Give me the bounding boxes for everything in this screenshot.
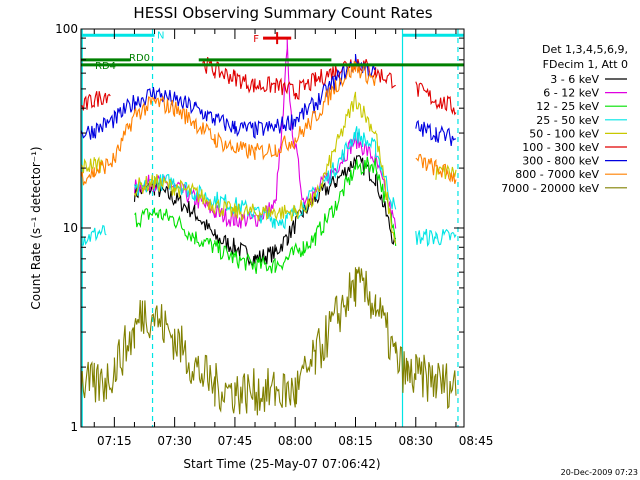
legend-header-line-2: FDecim 1, Att 0 <box>543 58 628 71</box>
legend-label-8: 800 - 7000 keV <box>515 168 599 181</box>
chart-title: HESSI Observing Summary Count Rates <box>133 4 432 22</box>
legend-label-3: 12 - 25 keV <box>536 100 599 113</box>
plot-area <box>81 29 464 427</box>
x-tick-label-0815: 08:15 <box>338 434 373 448</box>
y-tick-label-10: 10 <box>63 221 78 235</box>
flag-label-f: F <box>253 34 259 45</box>
x-tick-label-0745: 07:45 <box>218 434 253 448</box>
series-line-9 <box>81 266 457 416</box>
y-tick-label-1: 1 <box>70 420 78 434</box>
series-line-4 <box>81 126 457 247</box>
y-axis-label: Count Rate (s⁻¹ detector⁻¹) <box>29 146 43 309</box>
legend-label-6: 100 - 300 keV <box>522 141 599 154</box>
series-line-5 <box>81 91 457 244</box>
legend-label-1: 3 - 6 keV <box>550 73 599 86</box>
series-line-7 <box>81 53 457 146</box>
series-line-8 <box>81 61 457 186</box>
legend-label-2: 6 - 12 keV <box>543 87 599 100</box>
y-tick-label-100: 100 <box>55 22 78 36</box>
x-axis-label: Start Time (25-May-07 07:06:42) <box>183 457 380 471</box>
series-line-3 <box>134 156 397 274</box>
legend-label-9: 7000 - 20000 keV <box>501 182 599 195</box>
legend: Det 1,3,4,5,6,9, FDecim 1, Att 0 3 - 6 k… <box>501 43 628 195</box>
x-tick-label-0845: 08:45 <box>459 434 494 448</box>
legend-header-line-1: Det 1,3,4,5,6,9, <box>542 43 628 56</box>
flag-label-rd0: RD0 <box>129 53 150 64</box>
x-tick-label-0800: 08:00 <box>278 434 313 448</box>
flag-label-rd4: RD4 <box>95 61 116 72</box>
x-tick-label-0730: 07:30 <box>157 434 192 448</box>
legend-label-7: 300 - 800 keV <box>522 155 599 168</box>
flag-label-n: N <box>157 30 164 41</box>
series-line-1 <box>133 154 397 269</box>
legend-label-5: 50 - 100 keV <box>529 127 599 140</box>
footer-date: 20-Dec-2009 07:23 <box>561 468 638 477</box>
y-axis: 1 10 100 <box>55 22 464 434</box>
x-axis: 07:15 07:30 07:45 08:00 08:15 08:30 08:45 <box>93 29 494 448</box>
series-line-2 <box>133 39 397 229</box>
legend-label-4: 25 - 50 keV <box>536 114 599 127</box>
x-tick-label-0715: 07:15 <box>97 434 132 448</box>
x-tick-label-0830: 08:30 <box>398 434 433 448</box>
